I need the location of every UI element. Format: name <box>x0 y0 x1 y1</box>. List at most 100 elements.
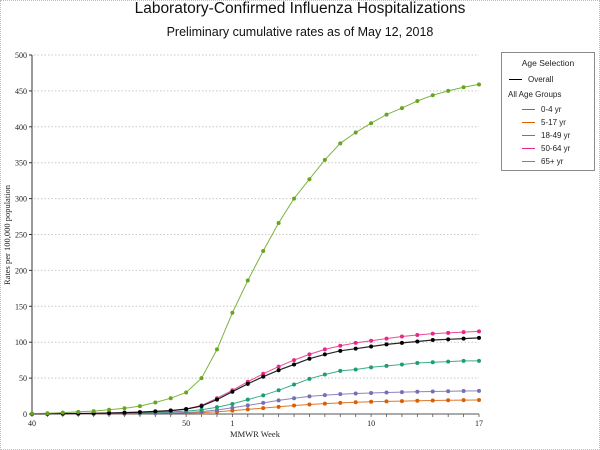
data-point[interactable] <box>399 340 404 345</box>
data-point[interactable] <box>353 391 358 396</box>
data-point[interactable] <box>446 330 451 335</box>
data-point[interactable] <box>276 388 281 393</box>
data-point[interactable] <box>461 336 466 341</box>
data-point[interactable] <box>76 409 81 414</box>
data-point[interactable] <box>153 409 158 414</box>
data-point[interactable] <box>322 352 327 357</box>
data-point[interactable] <box>353 400 358 405</box>
data-point[interactable] <box>322 157 327 162</box>
data-point[interactable] <box>430 360 435 365</box>
data-point[interactable] <box>276 368 281 373</box>
data-point[interactable] <box>245 381 250 386</box>
data-point[interactable] <box>45 411 50 416</box>
data-point[interactable] <box>353 340 358 345</box>
data-point[interactable] <box>292 403 297 408</box>
data-point[interactable] <box>369 344 374 349</box>
data-point[interactable] <box>415 361 420 366</box>
data-point[interactable] <box>338 392 343 397</box>
data-point[interactable] <box>353 130 358 135</box>
data-point[interactable] <box>184 390 189 395</box>
data-point[interactable] <box>430 93 435 98</box>
data-point[interactable] <box>369 365 374 370</box>
data-point[interactable] <box>461 389 466 394</box>
data-point[interactable] <box>369 338 374 343</box>
data-point[interactable] <box>338 141 343 146</box>
data-point[interactable] <box>430 338 435 343</box>
data-point[interactable] <box>415 339 420 344</box>
data-point[interactable] <box>184 407 189 412</box>
data-point[interactable] <box>245 403 250 408</box>
legend-item-5-17[interactable]: 5-17 yr <box>522 118 566 127</box>
data-point[interactable] <box>107 407 112 412</box>
data-point[interactable] <box>137 410 142 415</box>
data-point[interactable] <box>399 106 404 111</box>
data-point[interactable] <box>230 389 235 394</box>
data-point[interactable] <box>446 88 451 93</box>
data-point[interactable] <box>122 406 127 411</box>
data-point[interactable] <box>261 406 266 411</box>
data-point[interactable] <box>477 397 481 402</box>
data-point[interactable] <box>446 398 451 403</box>
data-point[interactable] <box>322 347 327 352</box>
data-point[interactable] <box>477 358 481 363</box>
data-point[interactable] <box>292 358 297 363</box>
legend-item-overall[interactable]: Overall <box>509 75 553 84</box>
data-point[interactable] <box>276 364 281 369</box>
data-point[interactable] <box>276 221 281 226</box>
data-point[interactable] <box>230 408 235 413</box>
data-point[interactable] <box>107 410 112 415</box>
data-point[interactable] <box>199 376 204 381</box>
legend-item-18-49[interactable]: 18-49 yr <box>522 131 570 140</box>
data-point[interactable] <box>322 372 327 377</box>
data-point[interactable] <box>230 310 235 315</box>
data-point[interactable] <box>214 347 219 352</box>
data-point[interactable] <box>369 121 374 126</box>
data-point[interactable] <box>245 278 250 283</box>
data-point[interactable] <box>399 390 404 395</box>
data-point[interactable] <box>415 333 420 338</box>
data-point[interactable] <box>399 399 404 404</box>
data-point[interactable] <box>91 409 96 414</box>
data-point[interactable] <box>261 374 266 379</box>
data-point[interactable] <box>353 367 358 372</box>
data-point[interactable] <box>430 389 435 394</box>
data-point[interactable] <box>446 389 451 394</box>
data-point[interactable] <box>261 400 266 405</box>
data-point[interactable] <box>230 401 235 406</box>
data-point[interactable] <box>338 348 343 353</box>
data-point[interactable] <box>446 337 451 342</box>
data-point[interactable] <box>384 342 389 347</box>
data-point[interactable] <box>384 390 389 395</box>
data-point[interactable] <box>137 404 142 409</box>
data-point[interactable] <box>307 177 312 182</box>
data-point[interactable] <box>477 335 481 340</box>
data-point[interactable] <box>276 404 281 409</box>
data-point[interactable] <box>430 331 435 336</box>
data-point[interactable] <box>307 376 312 381</box>
data-point[interactable] <box>199 404 204 409</box>
data-point[interactable] <box>477 329 481 334</box>
data-point[interactable] <box>168 408 173 413</box>
data-point[interactable] <box>430 398 435 403</box>
data-point[interactable] <box>369 399 374 404</box>
data-point[interactable] <box>307 402 312 407</box>
data-point[interactable] <box>245 407 250 412</box>
data-point[interactable] <box>461 358 466 363</box>
data-point[interactable] <box>307 394 312 399</box>
data-point[interactable] <box>307 356 312 361</box>
data-point[interactable] <box>338 400 343 405</box>
data-point[interactable] <box>415 389 420 394</box>
data-point[interactable] <box>322 393 327 398</box>
data-point[interactable] <box>307 352 312 357</box>
data-point[interactable] <box>230 405 235 410</box>
data-point[interactable] <box>276 398 281 403</box>
data-point[interactable] <box>461 85 466 90</box>
data-point[interactable] <box>415 398 420 403</box>
data-point[interactable] <box>214 397 219 402</box>
data-point[interactable] <box>122 410 127 415</box>
data-point[interactable] <box>477 82 481 87</box>
legend-item-0-4[interactable]: 0-4 yr <box>522 105 561 114</box>
data-point[interactable] <box>199 407 204 412</box>
data-point[interactable] <box>384 399 389 404</box>
data-point[interactable] <box>292 382 297 387</box>
